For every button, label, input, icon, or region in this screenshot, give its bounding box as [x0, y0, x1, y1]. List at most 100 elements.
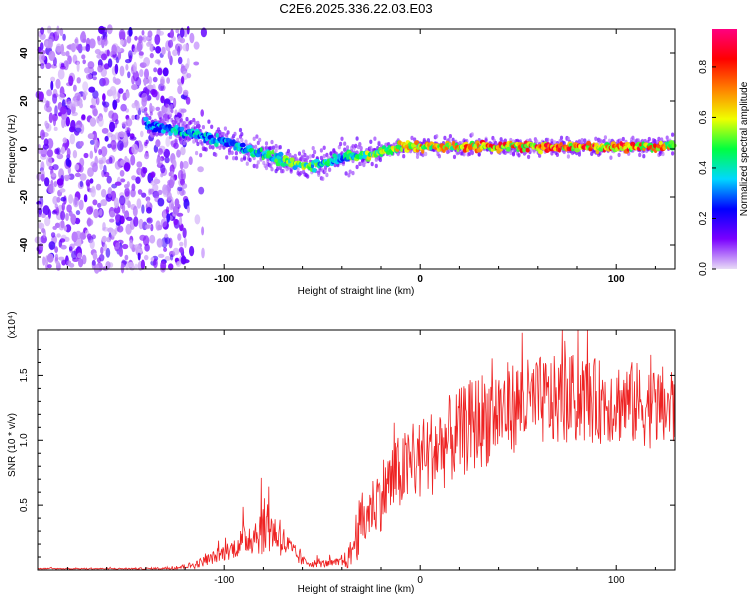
ridge-halo-cell [359, 146, 363, 151]
noise-cell-780 [137, 251, 141, 261]
noise-cell-655 [150, 171, 156, 178]
spectrogram-y-axis-label: Frequency (Hz) [7, 115, 18, 184]
noise-cell-333 [131, 175, 137, 181]
noise-cell-27 [197, 166, 204, 173]
noise-cell-369 [86, 182, 90, 192]
ridge-halo-cell [254, 144, 258, 149]
noise-cell-529 [109, 210, 116, 218]
noise-cell-831 [78, 258, 84, 268]
noise-cell-10 [109, 218, 115, 223]
noise-cell-569 [97, 37, 103, 46]
spectrogram-y-ticks: -40 -20 0 20 40 [19, 40, 675, 258]
noise-cell-183 [92, 76, 97, 81]
ridge-halo-cell [299, 170, 303, 176]
noise-cell-476 [71, 250, 77, 260]
noise-cell-790 [119, 170, 125, 177]
noise-cell-845 [45, 100, 50, 108]
ridge-halo-cell [337, 145, 341, 150]
noise-cell-556 [102, 222, 106, 231]
noise-cell-334 [83, 152, 89, 159]
noise-cell-827 [139, 106, 145, 112]
noise-cell-604 [79, 180, 84, 188]
ridge-halo-cell [218, 130, 222, 135]
snr-frame [37, 329, 676, 571]
noise-cell-751 [127, 261, 135, 268]
noise-cell-362 [177, 56, 183, 65]
noise-cell-595 [87, 167, 94, 178]
noise-cell-91 [83, 194, 88, 203]
colorbar-gradient [712, 29, 737, 269]
noise-cell-533 [146, 94, 152, 101]
ridge-halo-cell [354, 143, 358, 149]
ridge-halo-cell [448, 134, 452, 139]
ridge-core-cell [421, 149, 425, 154]
ridge-halo-cell [437, 154, 441, 159]
colorbar-tick-label: 0.8 [698, 60, 709, 74]
noise-cell-779 [115, 213, 120, 223]
ridge-halo-cell [617, 152, 621, 158]
ridge-halo-cell [527, 154, 531, 160]
noise-cell-777 [155, 220, 161, 231]
noise-cell-17 [137, 189, 143, 195]
noise-cell-320 [118, 29, 126, 40]
noise-cell-544 [193, 41, 200, 50]
ridge-halo-cell [175, 116, 179, 122]
ridge-halo-cell [509, 150, 513, 155]
noise-cell-673 [104, 135, 109, 142]
ridge-halo-cell [193, 120, 197, 126]
ridge-halo-cell [410, 135, 414, 141]
ridge-halo-cell [270, 139, 274, 145]
ridge-halo-cell [452, 154, 457, 160]
noise-cell-406 [47, 25, 52, 34]
noise-cell-34 [66, 204, 72, 213]
noise-cell-816 [94, 48, 101, 55]
noise-cell-621 [158, 30, 165, 36]
noise-cell-113 [148, 76, 153, 85]
ridge-halo-cell [274, 143, 278, 149]
noise-cell-293 [75, 210, 81, 216]
noise-cell-829 [158, 253, 165, 258]
colorbar-tick-label: 0.4 [698, 161, 709, 175]
noise-cell-632 [73, 84, 77, 92]
noise-cell-575 [55, 78, 61, 90]
noise-cell-464 [49, 184, 55, 194]
spectrogram-x-tick-label: 0 [417, 274, 423, 285]
ridge-halo-cell [182, 140, 186, 146]
snr-y-axis-label: SNR (10 * v/v) [7, 413, 18, 477]
noise-cell-494 [125, 59, 132, 64]
noise-cell-809 [157, 67, 163, 76]
ridge-halo-cell [443, 135, 447, 141]
noise-cell-522 [186, 73, 192, 79]
noise-cell-615 [62, 137, 68, 144]
ridge-halo-cell [264, 165, 269, 171]
noise-cell-458 [60, 210, 66, 221]
noise-cell-835 [39, 42, 44, 51]
noise-cell-415 [87, 66, 95, 74]
ridge-halo-cell [255, 134, 259, 139]
ridge-core-cell [359, 154, 363, 160]
ridge-halo-cell [293, 153, 297, 159]
noise-cell-282 [201, 226, 205, 236]
noise-cell-450 [182, 160, 189, 169]
noise-cell-466 [189, 245, 195, 257]
noise-cell-179 [144, 68, 149, 80]
noise-cell-884 [174, 198, 180, 208]
noise-cell-728 [179, 216, 183, 226]
noise-cell-414 [60, 196, 67, 202]
noise-cell-821 [56, 147, 61, 155]
ridge-halo-cell [223, 126, 227, 131]
ridge-core-cell [538, 149, 543, 155]
ridge-core-cell [143, 116, 149, 122]
ridge-core-cell [397, 140, 402, 146]
ridge-halo-cell [196, 141, 200, 147]
ridge-halo-cell [195, 138, 199, 143]
noise-cell-768 [164, 237, 171, 245]
ridge-halo-cell [415, 154, 420, 159]
noise-cell-487 [175, 28, 180, 34]
ridge-core-cell [671, 143, 677, 149]
ridge-halo-cell [321, 176, 325, 181]
noise-cell-523 [74, 217, 81, 225]
noise-cell-509 [40, 27, 45, 35]
noise-cell-820 [154, 176, 158, 184]
